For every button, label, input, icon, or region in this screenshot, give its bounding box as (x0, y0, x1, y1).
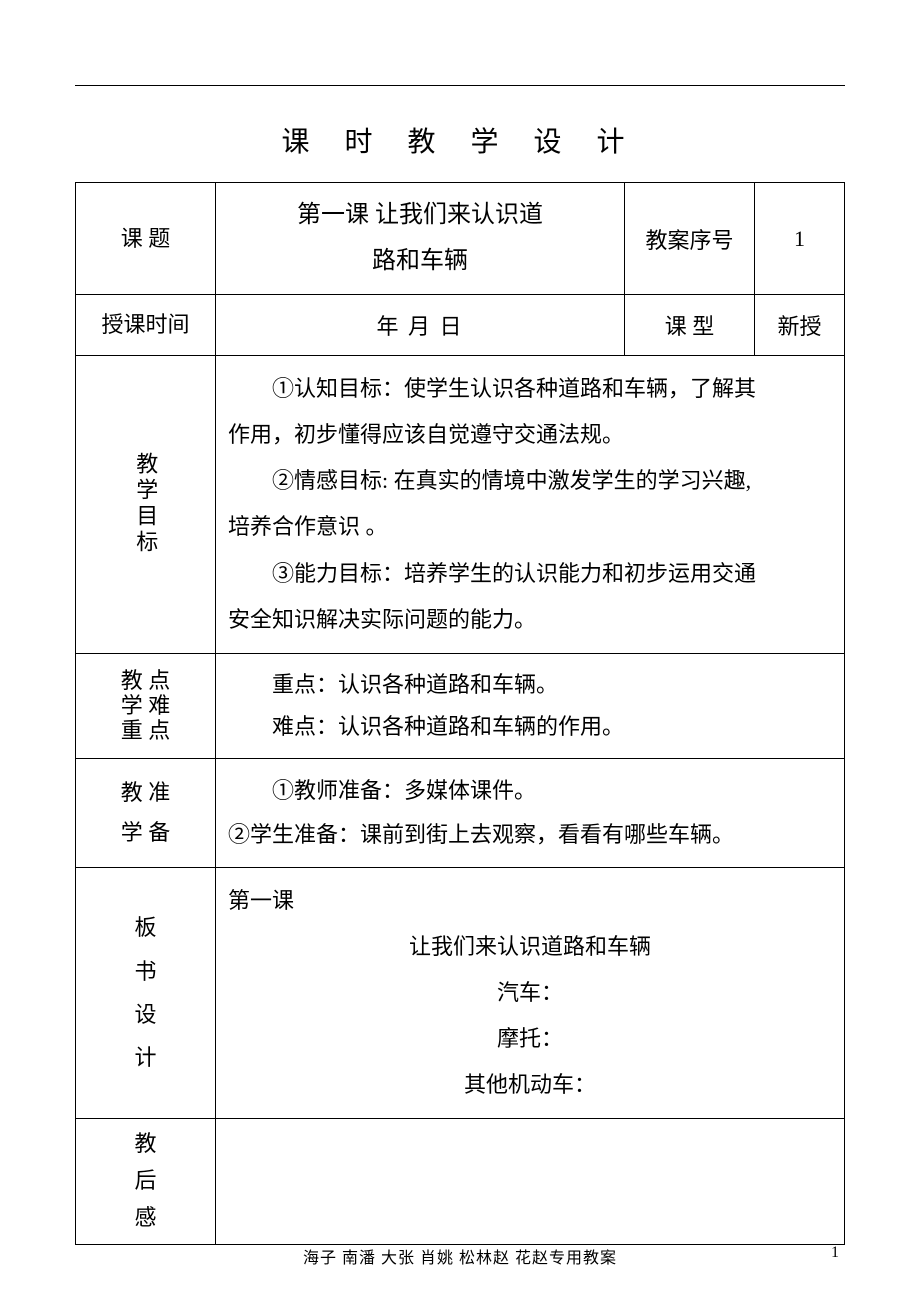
value-plan-seq: 1 (755, 183, 845, 295)
obj-p1a: ①认知目标：使学生认识各种道路和车辆，了解其 (228, 366, 832, 412)
label-teach-time: 授课时间 (76, 295, 216, 356)
label-objectives: 教学目标 (76, 355, 216, 653)
board-l4: 摩托： (228, 1016, 832, 1062)
row-prep: 教 准 学 备 ①教师准备：多媒体课件。 ②学生准备：课前到街上去观察，看看有哪… (76, 758, 845, 867)
kp-c2: 学 难 (121, 693, 171, 718)
board-l3: 汽车： (228, 970, 832, 1016)
board-c1: 板 (134, 909, 156, 946)
prep-p1: ①教师准备：多媒体课件。 (228, 769, 832, 813)
kp-p2: 难点：认识各种道路和车辆的作用。 (228, 706, 832, 748)
prep-p2: ②学生准备：课前到街上去观察，看看有哪些车辆。 (228, 813, 832, 857)
obj-p2b: 培养合作意识 。 (228, 504, 832, 550)
topic-line1: 第一课 让我们来认识道 (228, 193, 612, 239)
row-topic: 课 题 第一课 让我们来认识道 路和车辆 教案序号 1 (76, 183, 845, 295)
obj-p2a: ②情感目标: 在真实的情境中激发学生的学习兴趣, (228, 458, 832, 504)
label-topic-text: 课 题 (121, 226, 171, 251)
obj-p1b: 作用，初步懂得应该自觉遵守交通法规。 (228, 412, 832, 458)
board-l5: 其他机动车： (228, 1062, 832, 1108)
page-title: 课 时 教 学 设 计 (75, 120, 845, 160)
row-reflection: 教 后 感 (76, 1119, 845, 1244)
label-reflection: 教 后 感 (76, 1119, 216, 1244)
topic-line2: 路和车辆 (228, 239, 612, 285)
value-class-type: 新授 (755, 295, 845, 356)
prep-c2: 学 备 (88, 813, 203, 853)
prep-c1: 教 准 (88, 773, 203, 813)
cell-topic-value: 第一课 让我们来认识道 路和车辆 (216, 183, 625, 295)
kp-c1: 教 点 (121, 668, 171, 693)
label-keypoints-grid: 教 点 学 难 重 点 (88, 668, 203, 744)
label-board-vtext: 板 书 设 计 (88, 909, 203, 1077)
board-c2: 书 (134, 953, 156, 990)
refl-c2: 后 (134, 1166, 156, 1197)
board-l1: 第一课 (228, 878, 832, 924)
board-l2: 让我们来认识道路和车辆 (228, 924, 832, 970)
page-number: 1 (831, 1244, 840, 1262)
row-keypoints: 教 点 学 难 重 点 重点：认识各种道路和车辆。 难点：认识各种道路和车辆的作… (76, 653, 845, 758)
refl-c1: 教 (134, 1129, 156, 1160)
label-prep: 教 准 学 备 (76, 758, 216, 867)
label-keypoints: 教 点 学 难 重 点 (76, 653, 216, 758)
row-board: 板 书 设 计 第一课 让我们来认识道路和车辆 汽车： 摩托： 其他机动车： (76, 867, 845, 1119)
cell-prep: ①教师准备：多媒体课件。 ②学生准备：课前到街上去观察，看看有哪些车辆。 (216, 758, 845, 867)
cell-objectives: ①认知目标：使学生认识各种道路和车辆，了解其 作用，初步懂得应该自觉遵守交通法规… (216, 355, 845, 653)
obj-p3a: ③能力目标：培养学生的认识能力和初步运用交通 (228, 551, 832, 597)
refl-c3: 感 (134, 1203, 156, 1234)
row-time: 授课时间 年 月 日 课 型 新授 (76, 295, 845, 356)
obj-p3b: 安全知识解决实际问题的能力。 (228, 597, 832, 643)
label-topic: 课 题 (76, 183, 216, 295)
board-c3: 设 (134, 996, 156, 1033)
value-teach-date: 年 月 日 (216, 295, 625, 356)
cell-keypoints: 重点：认识各种道路和车辆。 难点：认识各种道路和车辆的作用。 (216, 653, 845, 758)
label-objectives-vtext: 教学目标 (88, 452, 203, 556)
label-class-type: 课 型 (625, 295, 755, 356)
label-reflection-vtext: 教 后 感 (88, 1129, 203, 1233)
row-objectives: 教学目标 ①认知目标：使学生认识各种道路和车辆，了解其 作用，初步懂得应该自觉遵… (76, 355, 845, 653)
objectives-char: 教学目标 (126, 452, 166, 556)
label-plan-seq: 教案序号 (625, 183, 755, 295)
label-board: 板 书 设 计 (76, 867, 216, 1119)
label-prep-grid: 教 准 学 备 (88, 773, 203, 852)
kp-c3: 重 点 (121, 718, 171, 743)
kp-p1: 重点：认识各种道路和车辆。 (228, 664, 832, 706)
footer-text: 海子 南潘 大张 肖姚 松林赵 花赵专用教案 (303, 1250, 617, 1267)
header-rule (75, 85, 845, 86)
cell-board: 第一课 让我们来认识道路和车辆 汽车： 摩托： 其他机动车： (216, 867, 845, 1119)
lesson-plan-table: 课 题 第一课 让我们来认识道 路和车辆 教案序号 1 授课时间 年 月 日 课… (75, 182, 845, 1245)
cell-reflection (216, 1119, 845, 1244)
board-c4: 计 (134, 1039, 156, 1076)
page-footer: 海子 南潘 大张 肖姚 松林赵 花赵专用教案 1 (0, 1244, 920, 1268)
